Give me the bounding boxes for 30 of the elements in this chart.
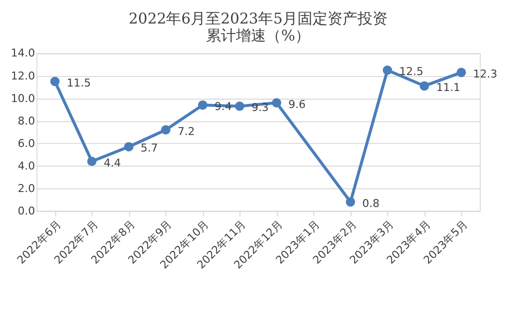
y-tick-label: 8.0 — [18, 114, 36, 128]
y-tick-label: 6.0 — [18, 136, 36, 150]
point — [198, 100, 208, 110]
point — [50, 76, 60, 86]
y-tick-label: 0.0 — [18, 204, 36, 218]
point — [346, 197, 356, 207]
y-tick-label: 2.0 — [18, 182, 36, 195]
text: 2022年6月至2023年5月固定资产投资 — [128, 10, 388, 28]
data-label: 9.6 — [288, 98, 306, 111]
point — [161, 125, 170, 135]
text: 累计增速（%） — [206, 27, 310, 44]
point — [234, 102, 244, 111]
point — [456, 68, 466, 78]
data-label: 12.3 — [473, 67, 498, 80]
data-label: 7.2 — [178, 124, 195, 138]
point — [87, 156, 97, 166]
y-tick-label: 12.0 — [10, 69, 36, 82]
data-label: 4.4 — [104, 156, 122, 170]
point — [272, 98, 282, 108]
y-tick-label: 4.0 — [18, 159, 36, 172]
data-label: 5.7 — [140, 142, 158, 155]
data-label: 11.5 — [66, 76, 91, 90]
y-tick-label: 14.0 — [10, 46, 36, 60]
data-label: 12.5 — [399, 65, 424, 78]
point — [382, 66, 392, 75]
y-tick-label: 10.0 — [10, 92, 36, 105]
data-label: 11.1 — [436, 80, 460, 94]
point — [124, 142, 134, 152]
point — [420, 81, 430, 91]
data-label: 0.8 — [362, 196, 380, 210]
